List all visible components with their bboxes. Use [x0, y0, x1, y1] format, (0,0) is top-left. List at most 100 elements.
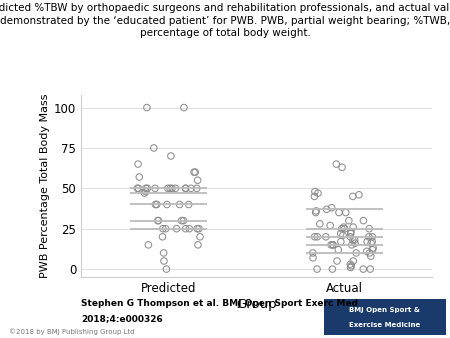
Point — [135, 186, 142, 191]
Point — [182, 226, 189, 232]
Point — [310, 255, 317, 261]
Point — [364, 239, 371, 244]
Point — [193, 186, 200, 191]
Point — [335, 210, 342, 215]
Point — [348, 263, 355, 269]
Point — [341, 226, 348, 232]
Point — [342, 210, 349, 215]
Point — [167, 153, 175, 159]
Point — [173, 226, 180, 232]
Point — [347, 231, 355, 236]
Point — [349, 237, 356, 243]
Point — [142, 186, 149, 191]
Point — [172, 186, 179, 191]
Point — [163, 202, 171, 207]
Point — [153, 202, 160, 207]
Point — [322, 234, 329, 240]
Point — [346, 234, 354, 240]
Text: 2018;4:e000326: 2018;4:e000326 — [81, 314, 163, 323]
Point — [312, 210, 319, 215]
Text: Exercise Medicine: Exercise Medicine — [349, 322, 420, 328]
Point — [166, 186, 174, 191]
Point — [311, 194, 318, 199]
Point — [323, 207, 330, 212]
Point — [164, 186, 171, 191]
Point — [349, 194, 356, 199]
Point — [160, 258, 167, 264]
Point — [178, 218, 185, 223]
Point — [369, 234, 376, 240]
Point — [369, 247, 376, 252]
Point — [365, 226, 373, 232]
Point — [192, 169, 199, 175]
Point — [329, 242, 337, 247]
Point — [135, 174, 143, 180]
Point — [363, 249, 370, 254]
Point — [309, 250, 316, 256]
Point — [367, 254, 374, 259]
Point — [329, 266, 336, 272]
Point — [186, 226, 193, 232]
Point — [162, 226, 169, 232]
Point — [327, 223, 334, 228]
Point — [348, 242, 356, 247]
Point — [367, 266, 374, 272]
Point — [333, 161, 340, 167]
Point — [337, 239, 344, 244]
Point — [182, 186, 189, 191]
Point — [168, 186, 176, 191]
Point — [159, 234, 166, 240]
Point — [329, 242, 337, 247]
Point — [368, 241, 375, 246]
Point — [350, 224, 357, 230]
Point — [194, 177, 201, 183]
Point — [347, 265, 354, 270]
Point — [338, 165, 346, 170]
Point — [160, 250, 167, 256]
Point — [356, 192, 363, 197]
Text: Predicted %TBW by orthopaedic surgeons and rehabilitation professionals, and act: Predicted %TBW by orthopaedic surgeons a… — [0, 3, 450, 38]
Point — [155, 218, 162, 223]
Point — [328, 242, 335, 247]
Point — [144, 186, 151, 191]
X-axis label: Group: Group — [236, 298, 277, 311]
Point — [353, 250, 360, 256]
Point — [194, 242, 202, 247]
Point — [360, 266, 367, 272]
Point — [351, 241, 359, 246]
Point — [328, 205, 335, 211]
Point — [315, 191, 322, 196]
Point — [369, 245, 377, 251]
Point — [337, 231, 344, 236]
Text: ©2018 by BMJ Publishing Group Ltd: ©2018 by BMJ Publishing Group Ltd — [9, 328, 135, 335]
Point — [350, 258, 357, 264]
Point — [340, 224, 347, 230]
Point — [180, 105, 188, 110]
Point — [311, 234, 318, 240]
Point — [197, 234, 204, 240]
Point — [180, 218, 187, 223]
Point — [150, 145, 158, 151]
Point — [190, 169, 198, 175]
Point — [159, 226, 166, 232]
Point — [333, 258, 341, 264]
Point — [345, 218, 352, 223]
Point — [145, 242, 152, 247]
Point — [188, 186, 195, 191]
Point — [346, 262, 354, 267]
Point — [313, 208, 320, 214]
Point — [369, 239, 376, 244]
Point — [134, 186, 141, 191]
Point — [311, 189, 319, 194]
Point — [338, 226, 346, 232]
Point — [339, 233, 346, 238]
Point — [152, 186, 159, 191]
Point — [366, 250, 373, 256]
Point — [141, 191, 148, 196]
Point — [182, 186, 189, 191]
Point — [351, 237, 358, 243]
Point — [185, 202, 192, 207]
Point — [142, 189, 149, 194]
Text: Stephen G Thompson et al. BMJ Open Sport Exerc Med: Stephen G Thompson et al. BMJ Open Sport… — [81, 299, 358, 308]
Point — [347, 229, 355, 235]
